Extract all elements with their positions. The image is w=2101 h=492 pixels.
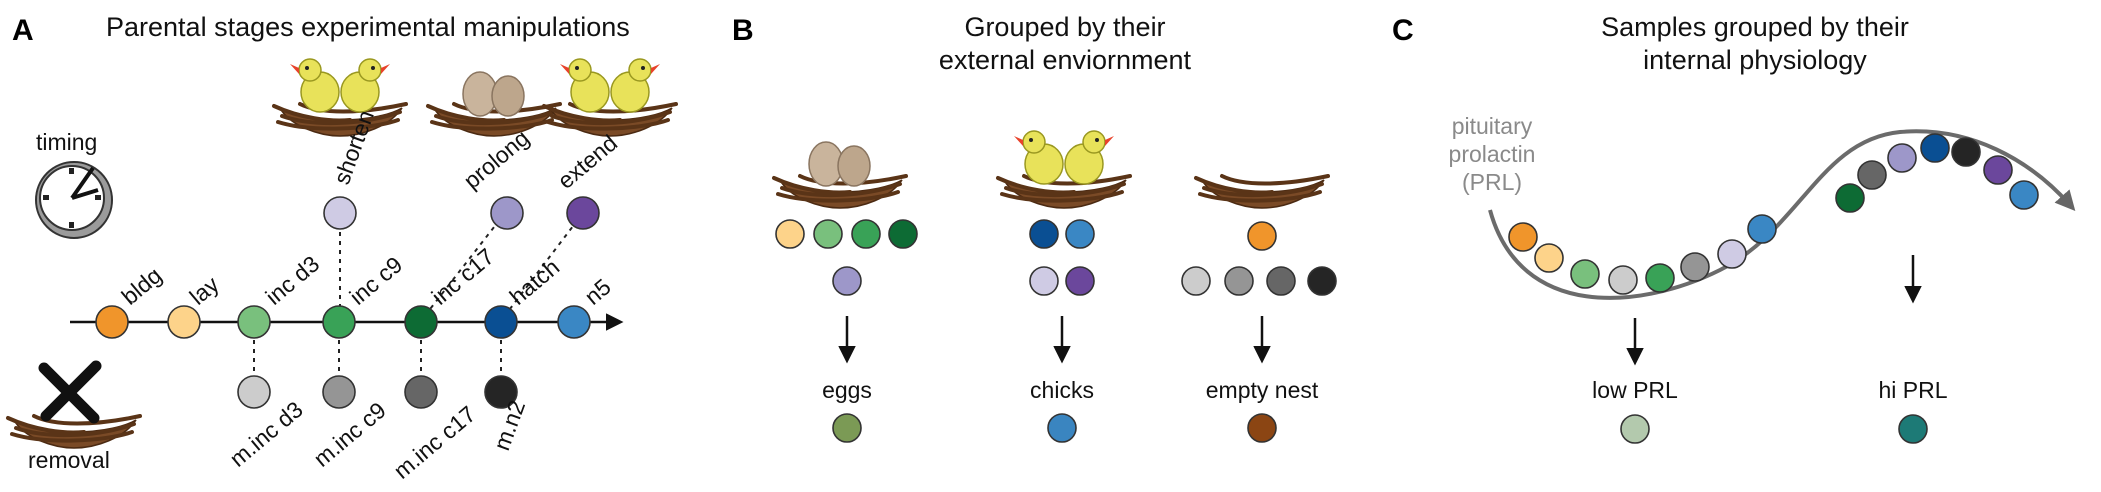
b-chicks-shorten	[1029, 266, 1059, 296]
c-inc-c17	[1835, 183, 1865, 213]
label-m-inc-c9: m.inc c9	[309, 397, 391, 472]
chicks-nest-icon-extend	[542, 58, 678, 138]
label-extend: extend	[553, 130, 623, 194]
b-eggs-group-node	[832, 413, 862, 443]
c-lay	[1534, 243, 1564, 273]
eggs-nest-icon	[772, 141, 908, 210]
label-hatch: hatch	[505, 254, 565, 310]
b-empty-m-inc-c9	[1224, 266, 1254, 296]
label-m-inc-d3: m.inc d3	[225, 396, 308, 472]
panel-a-letter: A	[12, 14, 34, 47]
node-m-n2	[484, 375, 518, 409]
b-chicks-hatch	[1029, 219, 1059, 249]
c-hatch	[1920, 133, 1950, 163]
node-inc-d3	[237, 305, 271, 339]
c-m-inc-d3	[1608, 265, 1638, 295]
c-m-inc-c17	[1857, 160, 1887, 190]
b-eggs-inc-d3	[813, 219, 843, 249]
node-inc-c17	[404, 305, 438, 339]
panel-a-title: Parental stages experimental manipulatio…	[106, 12, 630, 42]
node-n5	[557, 305, 591, 339]
timing-label: timing	[36, 129, 97, 155]
b-empty-group-node	[1247, 413, 1277, 443]
node-prolong	[490, 196, 524, 230]
node-m-inc-c9	[322, 375, 356, 409]
prl-label-line2: prolactin	[1449, 141, 1536, 167]
label-inc-c17: inc c17	[427, 243, 500, 310]
c-m-n2	[1951, 137, 1981, 167]
b-eggs-label: eggs	[822, 377, 872, 403]
panel-b-letter: B	[732, 14, 754, 47]
c-n5b	[2009, 180, 2039, 210]
node-hatch	[484, 305, 518, 339]
prl-label-line3: (PRL)	[1462, 169, 1522, 195]
label-m-inc-c17: m.inc c17	[389, 401, 481, 484]
b-chicks-n5	[1065, 219, 1095, 249]
panel-c-title-line1: Samples grouped by their	[1601, 12, 1909, 42]
label-n5: n5	[580, 273, 616, 309]
b-empty-m-n2	[1307, 266, 1337, 296]
node-bldg	[95, 305, 129, 339]
c-m-inc-c9	[1680, 252, 1710, 282]
c-inc-d3	[1570, 259, 1600, 289]
b-eggs-inc-c9	[851, 219, 881, 249]
b-eggs-lay	[775, 219, 805, 249]
c-prolong	[1887, 143, 1917, 173]
b-chicks-group-node	[1047, 413, 1077, 443]
panel-c-title-line2: internal physiology	[1643, 45, 1867, 75]
panel-b-title-line2: external enviornment	[939, 45, 1192, 75]
chicks-nest-icon	[996, 130, 1132, 210]
b-empty-m-inc-d3	[1181, 266, 1211, 296]
label-inc-c9: inc c9	[345, 251, 408, 310]
b-empty-label: empty nest	[1206, 377, 1319, 403]
b-empty-bldg	[1247, 221, 1277, 251]
label-inc-d3: inc d3	[261, 250, 325, 309]
b-empty-m-inc-c17	[1266, 266, 1296, 296]
c-shorten	[1717, 239, 1747, 269]
node-shorten	[323, 196, 357, 230]
label-lay: lay	[185, 271, 225, 310]
removal-nest-icon	[6, 360, 142, 450]
prl-curve	[1488, 129, 2076, 300]
eggs-nest-icon-prolong	[426, 71, 562, 138]
c-hi-group-node	[1898, 414, 1928, 444]
c-inc-c9	[1645, 263, 1675, 293]
b-eggs-inc-c17	[888, 219, 918, 249]
node-m-inc-d3	[237, 375, 271, 409]
empty-nest-icon	[1194, 174, 1330, 210]
b-chicks-label: chicks	[1030, 377, 1094, 403]
panel-c-letter: C	[1392, 14, 1414, 47]
c-low-group-node	[1620, 414, 1650, 444]
c-n5	[1747, 214, 1777, 244]
node-lay	[167, 305, 201, 339]
b-chicks-extend	[1065, 266, 1095, 296]
node-extend	[566, 196, 600, 230]
chicks-nest-icon-shorten	[272, 58, 408, 138]
node-m-inc-c17	[404, 375, 438, 409]
b-eggs-prolong	[832, 266, 862, 296]
label-bldg: bldg	[117, 262, 167, 310]
panel-c: C Samples grouped by their internal phys…	[1392, 12, 2076, 444]
removal-label: removal	[28, 447, 110, 473]
panel-a: A Parental stages experimental manipulat…	[6, 12, 678, 484]
c-low-label: low PRL	[1592, 377, 1678, 403]
c-hi-label: hi PRL	[1878, 377, 1947, 403]
panel-b-title-line1: Grouped by their	[964, 12, 1165, 42]
panel-b: B Grouped by their external enviornment …	[732, 12, 1337, 443]
prl-label-line1: pituitary	[1452, 113, 1533, 139]
c-extend	[1983, 155, 2013, 185]
node-inc-c9	[322, 305, 356, 339]
c-bldg	[1508, 222, 1538, 252]
clock-icon	[35, 161, 113, 239]
